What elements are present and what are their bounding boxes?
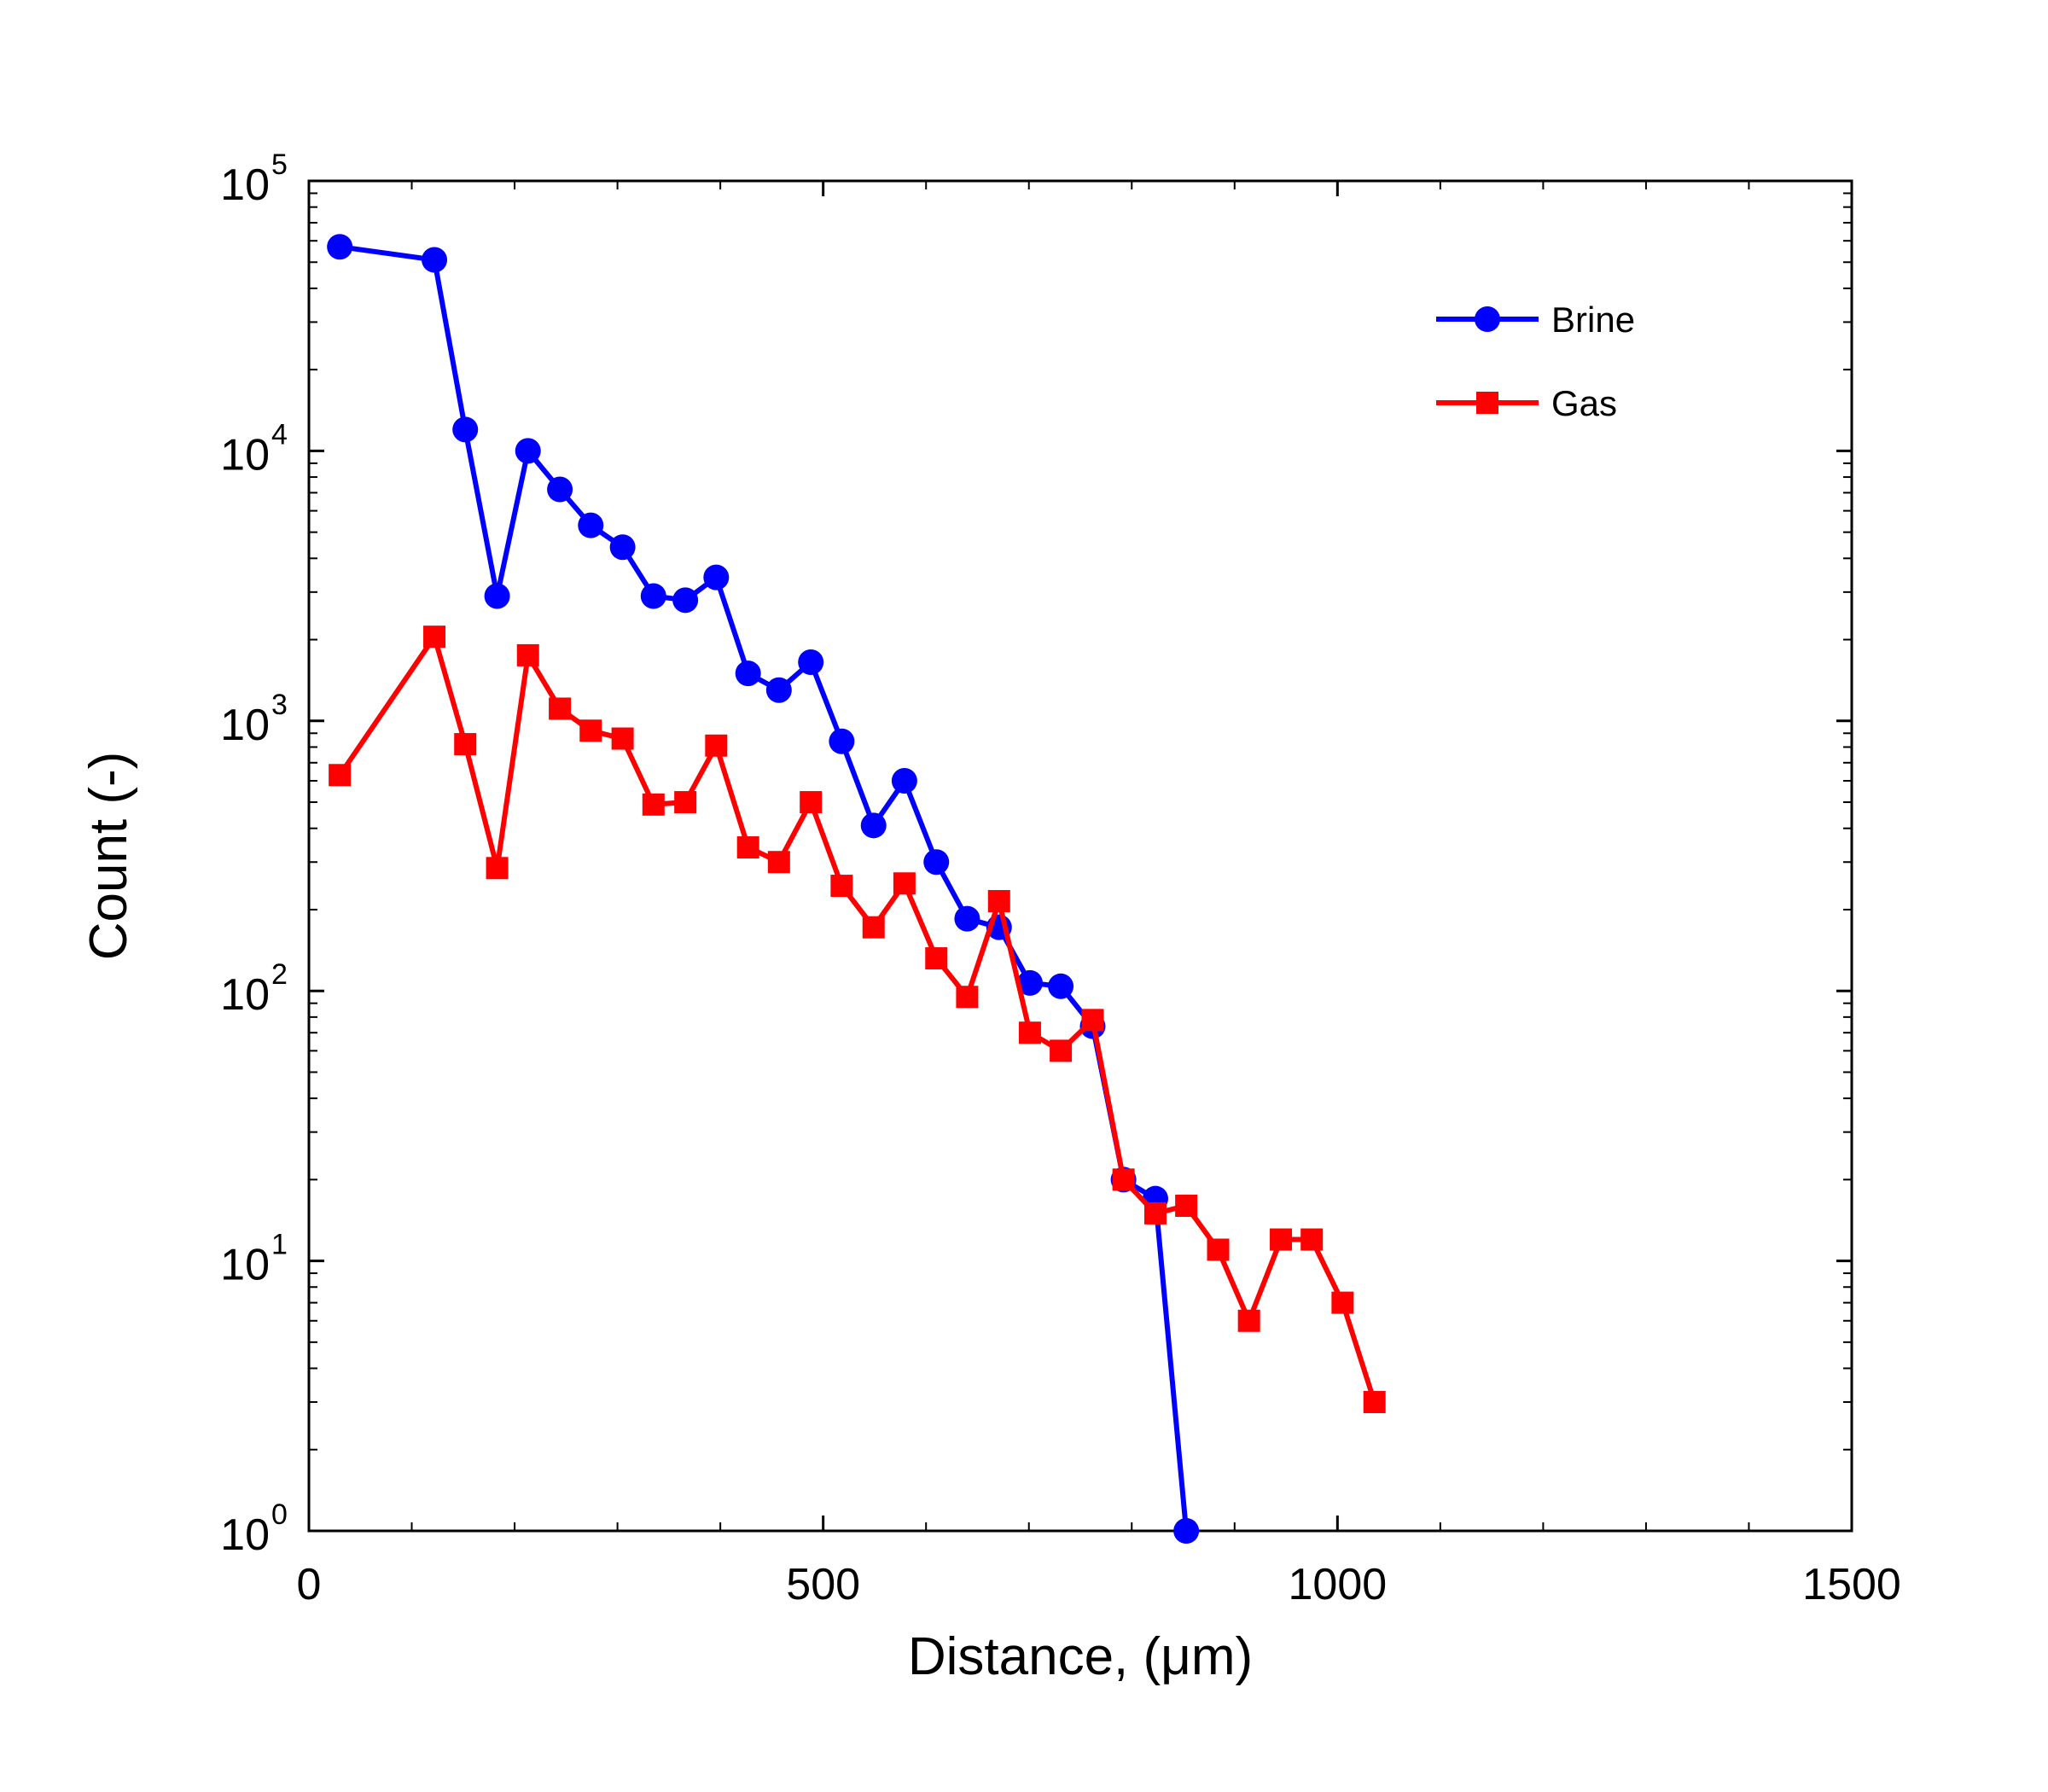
gas-point [893, 872, 916, 895]
brine-point [327, 234, 353, 260]
brine-point [1016, 969, 1043, 996]
brine-point [609, 534, 636, 561]
brine-point [547, 476, 573, 503]
x-axis-title: Distance, (μm) [908, 1627, 1253, 1686]
y-tick-label: 10 [220, 970, 270, 1020]
gas-point [1331, 1291, 1354, 1314]
gas-point [1018, 1021, 1041, 1044]
legend: Brine Gas [1436, 300, 1635, 423]
x-axis-ticks: 0 500 1000 1500 [297, 181, 1901, 1609]
gas-series-line [337, 634, 1377, 1403]
y-tick-exponent: 5 [271, 148, 288, 181]
legend-brine-marker [1475, 306, 1500, 332]
gas-point [423, 625, 446, 649]
y-tick-label: 10 [220, 1241, 270, 1290]
brine-point [640, 583, 666, 609]
gas-point [956, 986, 979, 1009]
gas-point [800, 791, 823, 814]
plot-frame [307, 179, 1853, 1533]
y-tick-exponent: 1 [271, 1229, 288, 1261]
brine-point [765, 677, 792, 703]
gas-point [579, 719, 602, 742]
y-tick-label: 10 [220, 430, 270, 480]
x-tick-label: 1000 [1288, 1560, 1387, 1609]
brine-point [672, 587, 699, 614]
x-tick-label: 500 [786, 1560, 860, 1609]
gas-point [830, 875, 853, 898]
gas-point [516, 643, 539, 666]
x-tick-label: 1500 [1802, 1560, 1901, 1609]
y-tick-exponent: 0 [271, 1498, 288, 1531]
y-tick-exponent: 2 [271, 958, 288, 991]
legend-gas-marker [1476, 392, 1498, 414]
gas-point [925, 947, 948, 970]
gas-point [611, 727, 634, 750]
brine-point [798, 649, 824, 675]
brine-point [578, 512, 604, 538]
gas-point [1112, 1168, 1135, 1191]
gas-point [549, 697, 572, 720]
brine-point [954, 905, 980, 932]
gas-point [1050, 1039, 1073, 1062]
brine-point [735, 660, 761, 687]
gas-point [736, 836, 759, 859]
brine-point [452, 416, 479, 443]
gas-point [862, 916, 885, 939]
gas-point [329, 764, 352, 787]
brine-point [891, 767, 917, 794]
gas-point [1143, 1201, 1167, 1225]
y-tick-label: 10 [220, 1510, 270, 1560]
gas-point [1270, 1228, 1293, 1251]
gas-point [1300, 1228, 1324, 1251]
gas-point [454, 733, 477, 756]
gas-point [674, 791, 697, 814]
brine-point [829, 728, 855, 754]
gas-point [1207, 1238, 1230, 1261]
gas-point [1175, 1195, 1198, 1218]
gas-point [1237, 1309, 1260, 1332]
gas-point [1363, 1391, 1386, 1414]
y-tick-exponent: 3 [271, 689, 288, 721]
brine-point [703, 564, 730, 591]
brine-point [1048, 973, 1074, 999]
brine-point [860, 812, 887, 839]
gas-point [1081, 1009, 1104, 1032]
gas-point [987, 890, 1010, 913]
gas-point [642, 793, 665, 816]
y-tick-label: 10 [220, 701, 270, 750]
y-axis-title: Count (-) [79, 752, 138, 961]
brine-point [484, 583, 510, 609]
brine-point [923, 849, 950, 876]
brine-point [515, 438, 541, 464]
brine-point [1173, 1518, 1200, 1544]
brine-point [422, 247, 448, 273]
gas-point [705, 734, 728, 757]
y-tick-label: 10 [220, 160, 270, 210]
gas-point [767, 851, 790, 874]
legend-gas-label: Gas [1551, 383, 1617, 423]
legend-brine-label: Brine [1551, 300, 1635, 340]
x-tick-label: 0 [297, 1560, 322, 1609]
gas-point [486, 857, 509, 880]
y-tick-exponent: 4 [271, 418, 288, 451]
series-layer [327, 234, 1386, 1544]
